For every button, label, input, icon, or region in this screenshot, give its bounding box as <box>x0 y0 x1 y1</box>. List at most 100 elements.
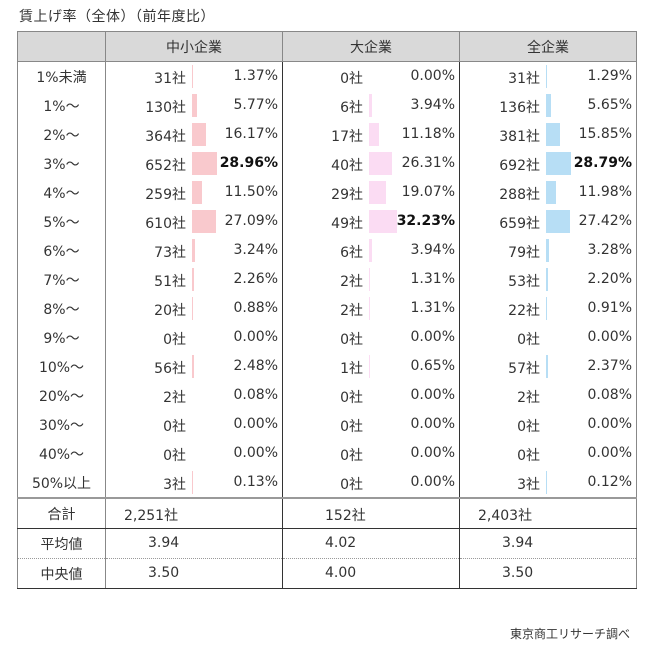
percentage: 3.94% <box>410 97 455 113</box>
company-count: 57社 <box>508 361 540 377</box>
percentage: 15.85% <box>578 126 632 142</box>
cell-sme: 0社 0.00% <box>105 439 283 468</box>
company-count: 6社 <box>340 245 363 261</box>
percentage: 28.96% <box>219 155 278 171</box>
row-label: 6%～ <box>17 236 106 265</box>
cell-all: 79社 3.28% <box>459 236 637 265</box>
company-count: 0社 <box>340 332 363 348</box>
percentage: 3.24% <box>233 242 278 258</box>
percentage: 26.31% <box>401 155 455 171</box>
table-row: 9%～ 0社 0.00% 0社 0.00% 0社 0.00% <box>17 323 637 352</box>
company-count: 17社 <box>331 129 363 145</box>
median-all: 3.50 <box>459 558 637 589</box>
cell-large: 0社 0.00% <box>282 410 460 439</box>
row-label: 4%～ <box>17 178 106 207</box>
percentage: 3.94% <box>410 242 455 258</box>
company-count: 0社 <box>163 448 186 464</box>
company-count: 0社 <box>163 332 186 348</box>
percentage: 0.08% <box>587 387 632 403</box>
cell-large: 0社 0.00% <box>282 381 460 410</box>
cell-all: 22社 0.91% <box>459 294 637 323</box>
percentage: 16.17% <box>224 126 278 142</box>
cell-large: 6社 3.94% <box>282 91 460 120</box>
row-label: 1%未満 <box>17 61 106 91</box>
data-bar <box>546 123 560 146</box>
mean-sme: 3.94 <box>105 528 283 559</box>
percentage: 0.65% <box>410 358 455 374</box>
data-bar <box>192 268 194 291</box>
cell-sme: 130社 5.77% <box>105 91 283 120</box>
wage-increase-table: 中小企業 大企業 全企業 1%未満 31社 1.37% 0社 0.00% 31社 1.29%… <box>17 31 637 589</box>
cell-all: 0社 0.00% <box>459 439 637 468</box>
company-count: 0社 <box>340 448 363 464</box>
percentage: 11.18% <box>401 126 455 142</box>
company-count: 2社 <box>517 390 540 406</box>
company-count: 3社 <box>517 477 540 493</box>
table-row: 2%～ 364社 16.17% 17社 11.18% 381社 15.85% <box>17 120 637 149</box>
cell-sme: 51社 2.26% <box>105 265 283 294</box>
company-count: 0社 <box>163 419 186 435</box>
percentage: 2.26% <box>233 271 278 287</box>
company-count: 0社 <box>340 419 363 435</box>
cell-large: 0社 0.00% <box>282 439 460 468</box>
table-row: 3%～ 652社 28.96% 40社 26.31% 692社 28.79% <box>17 149 637 178</box>
cell-sme: 364社 16.17% <box>105 120 283 149</box>
row-label: 5%～ <box>17 207 106 236</box>
header-sme: 中小企業 <box>105 31 283 62</box>
data-bar <box>546 65 548 88</box>
header-all: 全企業 <box>459 31 637 62</box>
cell-all: 2社 0.08% <box>459 381 637 410</box>
company-count: 692社 <box>499 158 540 174</box>
mean-large: 4.02 <box>282 528 460 559</box>
source-note: 東京商工リサーチ調べ <box>509 627 630 641</box>
company-count: 31社 <box>508 71 540 87</box>
company-count: 51社 <box>154 274 186 290</box>
cell-large: 6社 3.94% <box>282 236 460 265</box>
company-count: 49社 <box>331 216 363 232</box>
data-bar <box>192 152 218 175</box>
percentage: 19.07% <box>401 184 455 200</box>
data-bar <box>369 268 371 291</box>
summary-row-mean: 平均値 3.94 4.02 3.94 <box>17 528 637 559</box>
data-bar <box>369 297 371 320</box>
row-label: 2%～ <box>17 120 106 149</box>
total-large: 152社 <box>282 497 460 529</box>
company-count: 2社 <box>340 303 363 319</box>
cell-sme: 3社 0.13% <box>105 468 283 498</box>
company-count: 2社 <box>163 390 186 406</box>
percentage: 0.00% <box>233 416 278 432</box>
company-count: 3社 <box>163 477 186 493</box>
cell-sme: 652社 28.96% <box>105 149 283 178</box>
percentage: 2.20% <box>587 271 632 287</box>
cell-large: 1社 0.65% <box>282 352 460 381</box>
company-count: 381社 <box>499 129 540 145</box>
company-count: 0社 <box>517 448 540 464</box>
data-bar <box>192 94 198 117</box>
cell-sme: 259社 11.50% <box>105 178 283 207</box>
data-bar <box>192 210 216 233</box>
row-label: 10%～ <box>17 352 106 381</box>
data-bar <box>369 239 373 262</box>
company-count: 22社 <box>508 303 540 319</box>
percentage: 0.00% <box>587 416 632 432</box>
percentage: 27.42% <box>578 213 632 229</box>
table-row: 1%～ 130社 5.77% 6社 3.94% 136社 5.65% <box>17 91 637 120</box>
data-bar <box>546 297 547 320</box>
row-label: 30%～ <box>17 410 106 439</box>
percentage: 0.91% <box>587 300 632 316</box>
percentage: 27.09% <box>224 213 278 229</box>
company-count: 136社 <box>499 100 540 116</box>
table-row: 10%～ 56社 2.48% 1社 0.65% 57社 2.37% <box>17 352 637 381</box>
cell-large: 2社 1.31% <box>282 294 460 323</box>
header-large: 大企業 <box>282 31 460 62</box>
percentage: 11.98% <box>578 184 632 200</box>
data-bar <box>546 239 549 262</box>
data-bar <box>369 210 398 233</box>
data-bar <box>369 181 386 204</box>
company-count: 29社 <box>331 187 363 203</box>
percentage: 0.00% <box>410 445 455 461</box>
cell-sme: 56社 2.48% <box>105 352 283 381</box>
total-all: 2,403社 <box>459 497 637 529</box>
company-count: 6社 <box>340 100 363 116</box>
company-count: 659社 <box>499 216 540 232</box>
